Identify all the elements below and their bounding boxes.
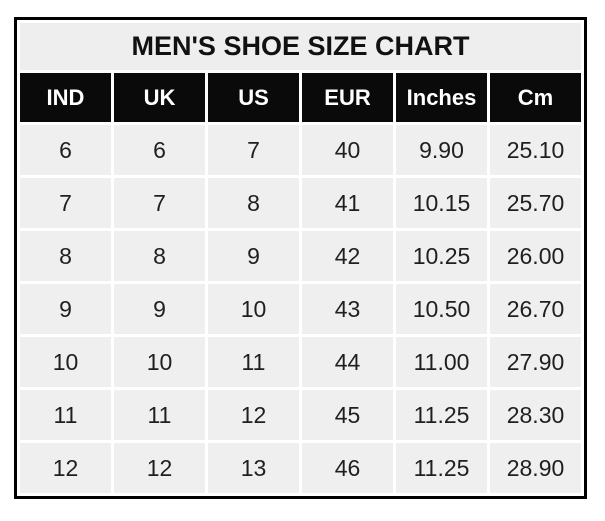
shoe-size-chart: MEN'S SHOE SIZE CHART IND UK US EUR Inch… (14, 17, 587, 499)
column-header-ind: IND (20, 73, 111, 122)
cell-uk: 8 (114, 231, 205, 281)
cell-ind: 10 (20, 337, 111, 387)
cell-uk: 12 (114, 443, 205, 493)
cell-inches: 11.25 (396, 390, 487, 440)
cell-uk: 7 (114, 178, 205, 228)
cell-us: 13 (208, 443, 299, 493)
cell-eur: 40 (302, 125, 393, 175)
cell-ind: 12 (20, 443, 111, 493)
table-row: 9 9 10 43 10.50 26.70 (20, 284, 581, 334)
cell-cm: 25.70 (490, 178, 581, 228)
cell-inches: 11.00 (396, 337, 487, 387)
cell-us: 11 (208, 337, 299, 387)
cell-ind: 9 (20, 284, 111, 334)
cell-us: 8 (208, 178, 299, 228)
chart-title: MEN'S SHOE SIZE CHART (20, 23, 581, 70)
cell-cm: 26.00 (490, 231, 581, 281)
cell-eur: 41 (302, 178, 393, 228)
title-row: MEN'S SHOE SIZE CHART (20, 23, 581, 70)
cell-cm: 27.90 (490, 337, 581, 387)
column-header-us: US (208, 73, 299, 122)
cell-eur: 45 (302, 390, 393, 440)
cell-ind: 6 (20, 125, 111, 175)
cell-uk: 9 (114, 284, 205, 334)
cell-uk: 6 (114, 125, 205, 175)
column-header-eur: EUR (302, 73, 393, 122)
table-row: 12 12 13 46 11.25 28.90 (20, 443, 581, 493)
cell-inches: 9.90 (396, 125, 487, 175)
cell-cm: 28.30 (490, 390, 581, 440)
cell-cm: 28.90 (490, 443, 581, 493)
column-header-cm: Cm (490, 73, 581, 122)
table-row: 7 7 8 41 10.15 25.70 (20, 178, 581, 228)
cell-cm: 25.10 (490, 125, 581, 175)
cell-us: 10 (208, 284, 299, 334)
cell-eur: 43 (302, 284, 393, 334)
column-header-inches: Inches (396, 73, 487, 122)
table-row: 11 11 12 45 11.25 28.30 (20, 390, 581, 440)
cell-ind: 7 (20, 178, 111, 228)
cell-ind: 11 (20, 390, 111, 440)
column-header-row: IND UK US EUR Inches Cm (20, 73, 581, 122)
cell-us: 7 (208, 125, 299, 175)
table-row: 8 8 9 42 10.25 26.00 (20, 231, 581, 281)
size-chart-table: MEN'S SHOE SIZE CHART IND UK US EUR Inch… (14, 17, 587, 499)
cell-eur: 46 (302, 443, 393, 493)
cell-cm: 26.70 (490, 284, 581, 334)
cell-eur: 42 (302, 231, 393, 281)
cell-uk: 10 (114, 337, 205, 387)
cell-uk: 11 (114, 390, 205, 440)
cell-inches: 10.25 (396, 231, 487, 281)
cell-ind: 8 (20, 231, 111, 281)
cell-us: 12 (208, 390, 299, 440)
cell-eur: 44 (302, 337, 393, 387)
table-row: 10 10 11 44 11.00 27.90 (20, 337, 581, 387)
cell-inches: 10.15 (396, 178, 487, 228)
cell-inches: 10.50 (396, 284, 487, 334)
cell-inches: 11.25 (396, 443, 487, 493)
table-row: 6 6 7 40 9.90 25.10 (20, 125, 581, 175)
cell-us: 9 (208, 231, 299, 281)
column-header-uk: UK (114, 73, 205, 122)
